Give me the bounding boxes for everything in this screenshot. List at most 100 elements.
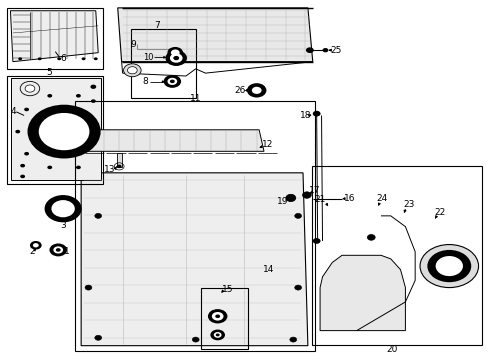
Text: 24: 24: [376, 194, 387, 203]
Circle shape: [44, 117, 83, 146]
Circle shape: [25, 85, 35, 92]
Circle shape: [91, 99, 96, 103]
Circle shape: [56, 248, 61, 252]
Circle shape: [169, 80, 174, 83]
Circle shape: [24, 108, 29, 111]
Circle shape: [15, 130, 20, 134]
Text: 4: 4: [10, 107, 16, 116]
Circle shape: [322, 48, 328, 52]
Circle shape: [51, 200, 75, 217]
Text: 10: 10: [142, 53, 153, 62]
Circle shape: [39, 113, 89, 150]
Circle shape: [435, 256, 462, 276]
Circle shape: [47, 94, 52, 98]
Circle shape: [85, 285, 92, 290]
Text: 25: 25: [330, 46, 341, 55]
Circle shape: [289, 337, 296, 342]
Text: 12: 12: [262, 140, 273, 149]
Circle shape: [251, 87, 261, 94]
Bar: [6, 76, 103, 184]
Circle shape: [20, 175, 25, 178]
Polygon shape: [83, 130, 264, 151]
Circle shape: [167, 78, 177, 85]
Circle shape: [57, 57, 61, 60]
Circle shape: [294, 285, 301, 290]
Circle shape: [215, 333, 219, 336]
Circle shape: [94, 57, 98, 60]
Circle shape: [90, 85, 96, 89]
Circle shape: [302, 192, 311, 198]
Circle shape: [165, 50, 186, 66]
Circle shape: [95, 335, 102, 340]
Circle shape: [38, 57, 41, 60]
Circle shape: [81, 57, 85, 60]
Text: 22: 22: [433, 208, 444, 217]
Text: 16: 16: [344, 194, 355, 203]
Bar: [131, 30, 195, 98]
Text: 14: 14: [263, 265, 274, 274]
Circle shape: [49, 243, 67, 256]
Bar: [200, 288, 248, 349]
Circle shape: [27, 105, 101, 158]
Circle shape: [24, 152, 29, 156]
Text: 18: 18: [299, 111, 310, 120]
Circle shape: [312, 238, 320, 244]
Polygon shape: [117, 153, 122, 167]
Circle shape: [163, 75, 181, 88]
Bar: [311, 166, 482, 345]
Polygon shape: [118, 8, 312, 62]
Circle shape: [18, 57, 22, 60]
Circle shape: [173, 56, 179, 60]
Text: 15: 15: [221, 285, 233, 294]
Circle shape: [366, 234, 374, 240]
Circle shape: [53, 246, 63, 253]
Text: 19: 19: [276, 197, 288, 206]
Circle shape: [192, 337, 199, 342]
Circle shape: [215, 315, 220, 318]
Circle shape: [95, 213, 102, 219]
Text: 26: 26: [233, 86, 245, 95]
Text: 20: 20: [386, 345, 397, 354]
Circle shape: [52, 123, 76, 140]
Circle shape: [44, 195, 81, 222]
Circle shape: [312, 111, 320, 117]
Text: 3: 3: [60, 221, 66, 230]
Text: 21: 21: [314, 195, 325, 204]
Text: 23: 23: [403, 200, 414, 209]
Circle shape: [123, 64, 141, 77]
Bar: [6, 8, 103, 69]
Circle shape: [76, 94, 81, 98]
Text: 5: 5: [46, 68, 52, 77]
Circle shape: [213, 332, 221, 338]
Circle shape: [169, 53, 182, 63]
Circle shape: [55, 203, 71, 215]
Circle shape: [127, 67, 137, 74]
Circle shape: [20, 81, 40, 96]
Circle shape: [117, 165, 122, 168]
Circle shape: [305, 47, 313, 53]
Circle shape: [76, 166, 81, 169]
Text: 8: 8: [142, 77, 147, 86]
Circle shape: [427, 250, 470, 282]
Circle shape: [207, 309, 227, 323]
Circle shape: [419, 244, 478, 288]
Circle shape: [30, 241, 41, 249]
Circle shape: [246, 83, 266, 98]
Text: 1: 1: [63, 247, 69, 256]
Text: 17: 17: [308, 186, 320, 195]
Text: 7: 7: [154, 21, 159, 30]
Bar: [75, 101, 315, 351]
Text: 2: 2: [29, 247, 35, 256]
Polygon shape: [10, 11, 98, 62]
Polygon shape: [11, 78, 101, 180]
Circle shape: [59, 206, 67, 212]
Text: 6: 6: [60, 54, 66, 63]
Text: 9: 9: [130, 40, 136, 49]
Circle shape: [211, 312, 223, 320]
Circle shape: [20, 164, 25, 167]
Text: 11: 11: [190, 94, 201, 103]
Text: 13: 13: [104, 165, 116, 174]
Circle shape: [285, 194, 295, 202]
Circle shape: [210, 329, 224, 340]
Circle shape: [170, 49, 179, 56]
